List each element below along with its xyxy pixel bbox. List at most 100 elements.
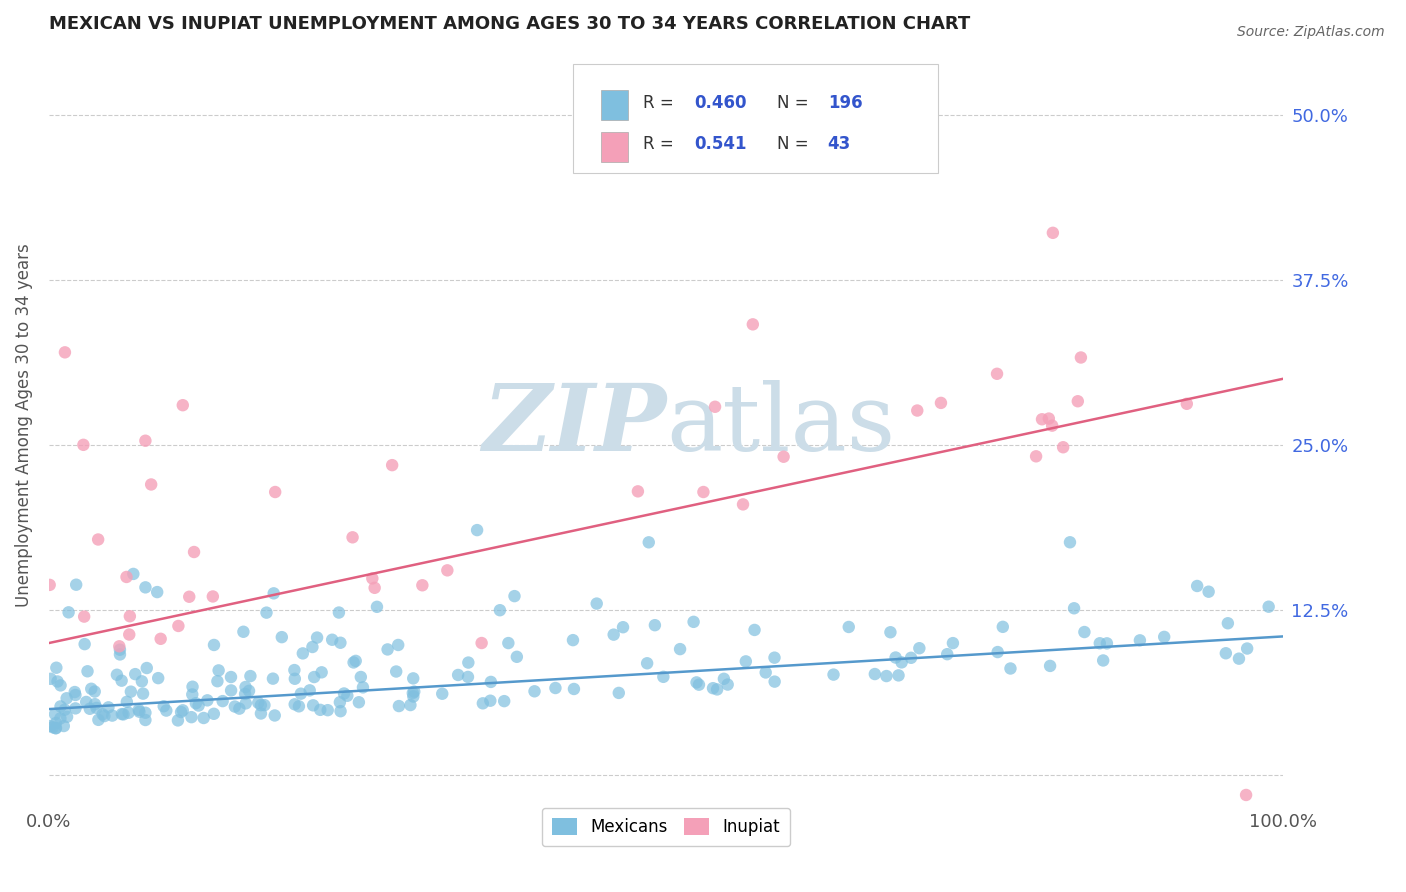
Point [1185,579,1208,593]
Point [172,398,194,412]
Point [1234,788,1257,802]
Point [111,673,134,688]
Point [755,665,778,680]
Point [39,719,62,733]
Point [457,670,479,684]
Point [704,400,727,414]
Point [298,683,321,698]
Point [1216,616,1239,631]
Point [402,686,425,700]
Point [637,535,659,549]
Point [284,672,307,686]
Point [685,675,707,690]
Point [763,674,786,689]
Point [167,714,190,728]
Point [108,642,131,657]
Point [879,625,901,640]
Point [457,656,479,670]
Point [713,672,735,686]
Point [256,606,278,620]
Point [612,620,634,634]
Text: 43: 43 [828,136,851,153]
Point [352,681,374,695]
Point [290,687,312,701]
Point [307,631,329,645]
Point [270,630,292,644]
Point [489,603,512,617]
Point [344,654,367,668]
Point [118,609,141,624]
Point [388,699,411,714]
Point [167,619,190,633]
Point [1031,412,1053,426]
Point [39,672,62,686]
Point [479,694,502,708]
Point [45,721,67,735]
Point [432,687,454,701]
Point [101,708,124,723]
Point [1129,633,1152,648]
Point [682,615,704,629]
Point [1175,397,1198,411]
Point [97,700,120,714]
Point [112,707,135,722]
Point [381,458,404,472]
Point [288,699,311,714]
Point [105,667,128,681]
Point [387,638,409,652]
Point [1257,599,1279,614]
Point [63,685,86,699]
Point [644,618,666,632]
Point [124,667,146,681]
Point [342,530,364,544]
FancyBboxPatch shape [600,132,628,161]
Point [132,687,155,701]
Point [763,650,786,665]
Point [890,656,912,670]
Point [1042,226,1064,240]
Point [347,695,370,709]
Point [253,698,276,713]
Point [181,688,204,702]
Text: N =: N = [778,136,814,153]
Point [49,699,72,714]
Point [207,664,229,678]
Point [135,661,157,675]
Point [233,687,256,701]
Point [669,642,692,657]
Point [301,640,323,654]
Point [402,690,425,704]
Text: Source: ZipAtlas.com: Source: ZipAtlas.com [1237,25,1385,39]
Text: ZIP: ZIP [482,380,666,470]
Point [607,686,630,700]
Point [991,620,1014,634]
Point [936,647,959,661]
Point [1088,636,1111,650]
Point [118,627,141,641]
Point [73,637,96,651]
Point [172,703,194,717]
Point [91,707,114,722]
Point [134,434,156,448]
Point [134,706,156,720]
Point [302,698,325,713]
Point [284,698,307,712]
Point [692,485,714,500]
Point [235,697,257,711]
Point [1059,535,1081,549]
Point [75,695,97,709]
Point [141,477,163,491]
Point [838,620,860,634]
Point [311,665,333,680]
Point [183,545,205,559]
Point [201,590,224,604]
Point [585,597,607,611]
Point [170,705,193,719]
Point [1063,601,1085,615]
Point [224,699,246,714]
Point [309,703,332,717]
Point [149,632,172,646]
Point [402,672,425,686]
Point [361,571,384,585]
Point [53,345,76,359]
